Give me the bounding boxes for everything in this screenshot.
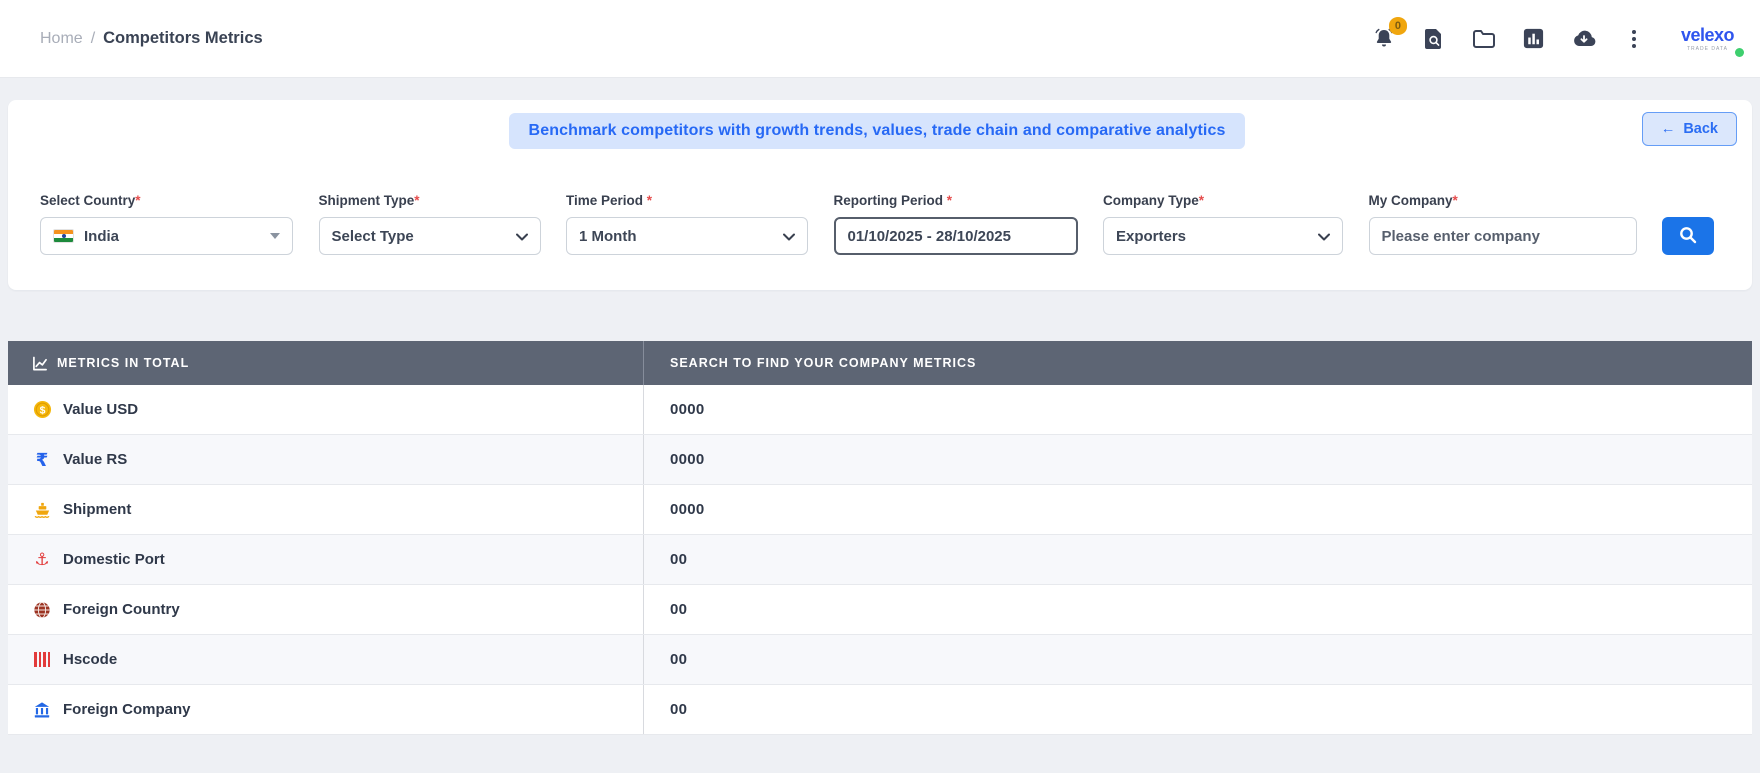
chevron-down-icon [1318,228,1330,245]
country-field: Select Country* India [40,193,293,255]
file-search-icon [1423,27,1445,51]
search-button[interactable] [1662,217,1714,255]
required-asterisk: * [946,193,953,208]
time-period-label: Time Period * [566,193,653,208]
chevron-down-icon [783,228,795,245]
anchor-icon: ⚓ [34,550,50,569]
company-type-select[interactable]: Exporters [1103,217,1343,255]
metric-value-cell: 00 [643,535,1752,584]
dollar-coin-icon: $ [32,400,52,420]
metric-label-cell: $ Value USD [8,385,643,434]
metrics-table: METRICS IN TOTAL SEARCH TO FIND YOUR COM… [8,341,1752,735]
time-period-field: Time Period * 1 Month [566,193,808,255]
kebab-menu-icon [1631,27,1637,51]
caret-down-icon [270,233,280,239]
bank-icon [32,700,52,720]
metric-label-cell: Hscode [8,635,643,684]
analytics-button[interactable] [1521,26,1547,52]
back-button[interactable]: ← Back [1641,112,1737,146]
header-metrics-in-total: METRICS IN TOTAL [8,341,643,385]
bar-chart-icon [1522,27,1545,50]
metric-value-cell: 0000 [643,435,1752,484]
metric-label-cell: ⚓ Domestic Port [8,535,643,584]
metric-value-cell: 00 [643,685,1752,734]
ship-icon [32,500,52,520]
notification-count-badge: 0 [1388,16,1407,35]
metric-label-cell: ₹ Value RS [8,435,643,484]
metric-label-cell: Foreign Company [8,685,643,734]
cloud-download-icon [1571,29,1597,49]
shipment-type-field: Shipment Type* Select Type [318,193,541,255]
my-company-input[interactable] [1381,227,1624,245]
india-flag-icon [53,229,74,243]
metric-value-cell: 00 [643,635,1752,684]
line-chart-icon [32,356,48,371]
page-title: Competitors Metrics [103,29,263,47]
table-row: Foreign Country 00 [8,585,1752,635]
metric-value-cell: 0000 [643,385,1752,434]
folder-icon [1472,28,1496,50]
reporting-period-field: Reporting Period * [833,193,1078,255]
reporting-period-label: Reporting Period * [833,193,953,208]
barcode-icon [32,650,52,670]
notifications-button[interactable]: 0 [1371,16,1407,52]
company-type-value: Exporters [1116,227,1187,245]
required-asterisk: * [414,193,420,208]
required-asterisk: * [646,193,653,208]
country-value: India [84,227,120,245]
reporting-period-input-wrap [833,217,1078,255]
top-actions: 0 [1371,16,1744,57]
back-button-label: Back [1683,121,1718,137]
chevron-down-icon [515,228,528,245]
time-period-select[interactable]: 1 Month [566,217,808,255]
table-header-row: METRICS IN TOTAL SEARCH TO FIND YOUR COM… [8,341,1752,385]
app-logo[interactable]: velexo trade data [1680,24,1744,57]
my-company-label: My Company* [1368,193,1458,208]
table-row: ⚓ Domestic Port 00 [8,535,1752,585]
table-row: Hscode 00 [8,635,1752,685]
metric-value-cell: 00 [643,585,1752,634]
filters-row: Select Country* India Shipment Type* Sel… [40,193,1714,255]
benchmark-banner: Benchmark competitors with growth trends… [508,113,1246,149]
metric-value-cell: 0000 [643,485,1752,534]
country-label: Select Country* [40,193,141,208]
header-company-metrics: SEARCH TO FIND YOUR COMPANY METRICS [643,341,1752,385]
table-row: Foreign Company 00 [8,685,1752,735]
metric-label-cell: Shipment [8,485,643,534]
status-dot [1735,47,1744,57]
breadcrumb: Home / Competitors Metrics [40,29,263,48]
shipment-type-select[interactable]: Select Type [318,217,541,255]
country-select[interactable]: India [40,217,293,255]
more-menu-button[interactable] [1621,26,1647,52]
rupee-icon: ₹ [35,449,49,470]
file-search-button[interactable] [1421,26,1447,52]
table-row: Shipment 0000 [8,485,1752,535]
time-period-value: 1 Month [579,227,637,245]
my-company-field: My Company* [1368,193,1637,255]
globe-icon [32,600,52,620]
metric-label-cell: Foreign Country [8,585,643,634]
company-type-label: Company Type* [1103,193,1205,208]
logo-text: velexo [1680,24,1735,45]
company-type-field: Company Type* Exporters [1103,193,1343,255]
table-row: ₹ Value RS 0000 [8,435,1752,485]
download-button[interactable] [1571,26,1597,52]
svg-text:$: $ [39,405,45,416]
breadcrumb-home-link[interactable]: Home [40,29,83,47]
folder-button[interactable] [1471,26,1497,52]
required-asterisk: * [1198,193,1205,208]
table-row: $ Value USD 0000 [8,385,1752,435]
shipment-type-label: Shipment Type* [318,193,420,208]
my-company-input-wrap [1368,217,1637,255]
top-bar: Home / Competitors Metrics 0 [0,0,1760,78]
search-icon [1679,226,1697,247]
required-asterisk: * [135,193,141,208]
logo-tagline: trade data [1687,45,1728,52]
shipment-type-value: Select Type [331,227,414,245]
breadcrumb-separator: / [90,29,96,47]
filters-panel: Benchmark competitors with growth trends… [8,100,1752,290]
left-arrow-icon: ← [1660,121,1676,137]
required-asterisk: * [1452,193,1458,208]
reporting-period-input[interactable] [847,227,1064,245]
